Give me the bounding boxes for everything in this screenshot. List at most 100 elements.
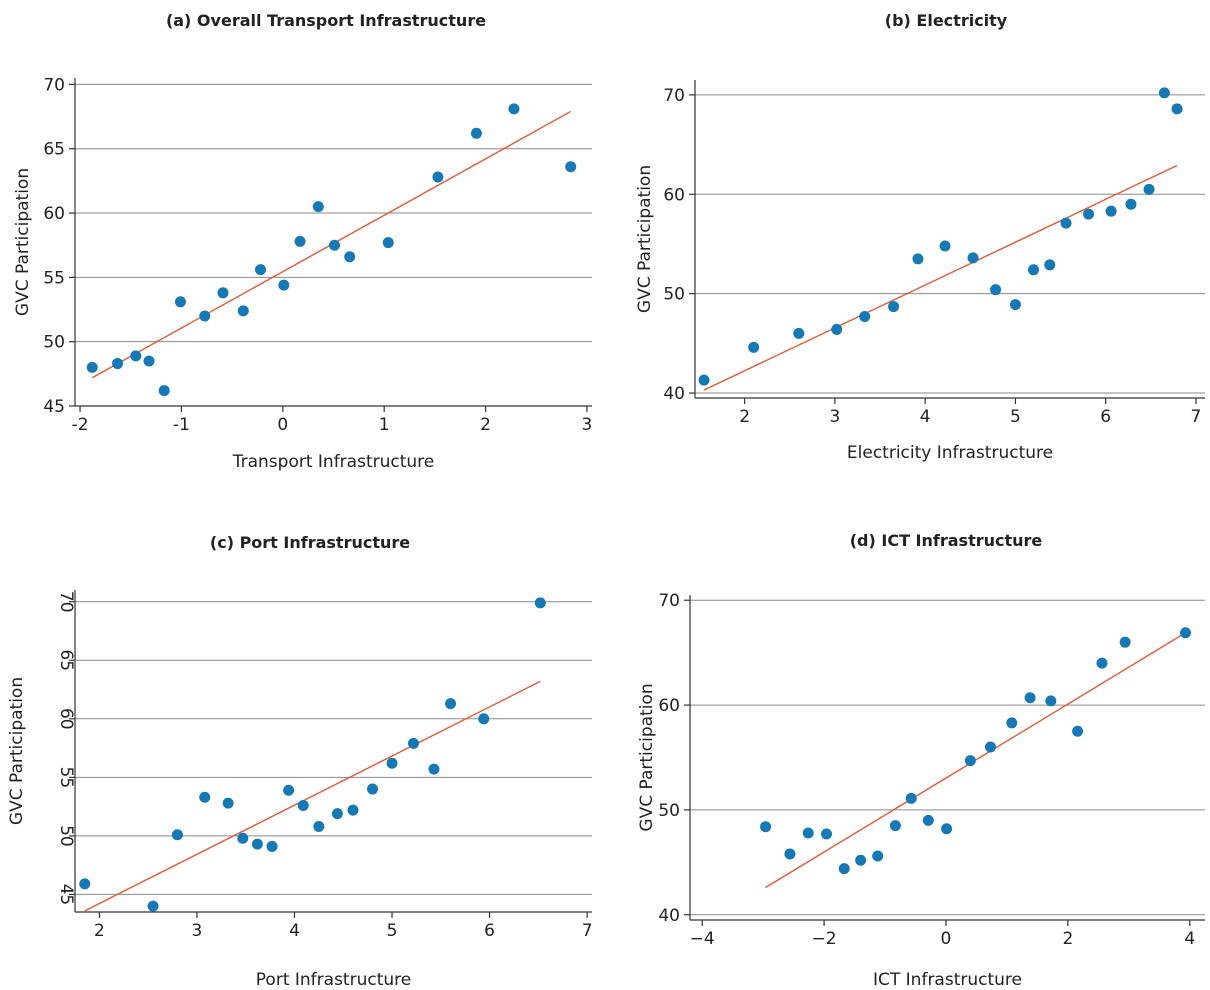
data-point (297, 799, 309, 811)
data-point (86, 361, 98, 373)
data-point (344, 251, 356, 263)
x-tick-label: 4 (289, 921, 300, 941)
data-point (470, 127, 482, 139)
x-axis-label: Electricity Infrastructure (847, 443, 1053, 463)
x-tick-label: −4 (690, 929, 715, 949)
data-point (174, 296, 186, 308)
data-point (964, 755, 976, 767)
panel-title: (c) Port Infrastructure (210, 533, 410, 552)
x-tick-label: 3 (829, 407, 840, 427)
y-tick-label: 55 (56, 767, 76, 789)
data-point (889, 820, 901, 832)
data-point (1060, 217, 1072, 229)
data-point (294, 235, 306, 247)
fitted-line (84, 680, 541, 912)
y-tick-label: 60 (658, 696, 680, 716)
x-tick-label: −2 (812, 929, 837, 949)
y-tick-label: 45 (56, 884, 76, 906)
data-point (251, 838, 263, 850)
y-tick-label: 70 (43, 75, 65, 95)
data-point (112, 358, 124, 370)
data-point (1009, 299, 1021, 311)
x-tick-label: 5 (387, 921, 398, 941)
x-tick-label: 4 (920, 407, 931, 427)
data-point (143, 355, 155, 367)
data-point (130, 350, 142, 362)
y-tick-label: 70 (658, 591, 680, 611)
data-point (347, 804, 359, 816)
x-axis-label: ICT Infrastructure (873, 970, 1022, 990)
data-point (802, 827, 814, 839)
data-point (565, 161, 577, 173)
data-point (432, 171, 444, 183)
y-tick-label: 50 (56, 825, 76, 847)
data-point (508, 103, 520, 115)
data-point (1158, 87, 1170, 99)
x-tick-label: 5 (1010, 407, 1021, 427)
data-point (171, 829, 183, 841)
data-point (1096, 657, 1108, 669)
data-point (872, 850, 884, 862)
data-point (1024, 692, 1036, 704)
x-tick-label: -1 (173, 415, 190, 435)
data-point (1105, 205, 1117, 217)
data-point (313, 821, 325, 833)
x-tick-label: 7 (582, 921, 593, 941)
x-tick-label: 0 (277, 415, 288, 435)
y-tick-label: 65 (56, 649, 76, 671)
data-point (222, 797, 234, 809)
y-tick-label: 65 (43, 140, 65, 160)
x-tick-label: 2 (94, 921, 105, 941)
y-tick-label: 70 (663, 86, 685, 106)
x-tick-label: 2 (480, 415, 491, 435)
panel-0: 45 50 55 60 65 70 -2 -1 0 1 2 3 (a) Overall Transpor… (13, 11, 592, 472)
y-axis-label: GVC Participation (13, 168, 33, 316)
panel-1: 40 50 60 70 2 3 4 5 6 7 (b) Electricity Electricity… (635, 11, 1205, 463)
data-point (855, 854, 867, 866)
x-tick-label: 3 (582, 415, 593, 435)
data-point (990, 284, 1002, 296)
y-tick-label: 50 (663, 285, 685, 305)
x-tick-label: 6 (1100, 407, 1111, 427)
data-point (217, 287, 229, 299)
x-tick-label: 4 (1184, 929, 1195, 949)
data-point (748, 341, 760, 353)
data-point (255, 264, 267, 276)
y-tick-label: 70 (56, 591, 76, 613)
x-tick-label: -2 (72, 415, 89, 435)
data-point (941, 823, 953, 835)
data-point (1143, 183, 1155, 195)
y-axis-label: GVC Participation (7, 677, 27, 825)
data-point (283, 784, 295, 796)
data-point (445, 698, 457, 710)
data-point (199, 310, 211, 322)
x-tick-label: 1 (379, 415, 390, 435)
data-point (266, 840, 278, 852)
data-point (407, 737, 419, 749)
x-axis-label: Port Infrastructure (256, 970, 411, 990)
data-point (939, 240, 951, 252)
data-point (967, 252, 979, 264)
data-point (1027, 264, 1039, 276)
data-point (859, 311, 871, 323)
data-point (386, 757, 398, 769)
data-point (158, 385, 170, 397)
data-point (1179, 627, 1191, 639)
data-point (147, 900, 159, 912)
data-point (329, 239, 341, 251)
panel-title: (b) Electricity (885, 11, 1008, 30)
y-tick-label: 60 (56, 708, 76, 730)
y-axis-label: GVC Participation (637, 683, 657, 831)
data-point (1083, 208, 1095, 220)
data-point (1044, 259, 1056, 271)
data-point (888, 301, 900, 313)
data-point (382, 237, 394, 249)
data-point (367, 783, 379, 795)
data-point (821, 828, 833, 840)
y-tick-label: 55 (43, 268, 65, 288)
data-point (922, 814, 934, 826)
data-point (237, 305, 249, 317)
data-point (312, 201, 324, 213)
